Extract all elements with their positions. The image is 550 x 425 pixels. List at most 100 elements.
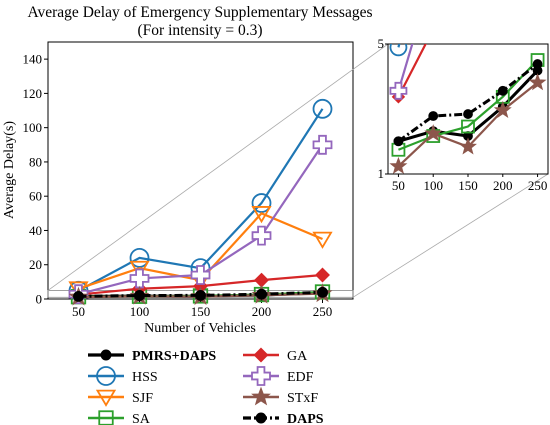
inset-data-point-daps xyxy=(497,85,508,96)
legend-label-ga: GA xyxy=(287,349,308,364)
inset-x-tick-label: 50 xyxy=(392,178,405,193)
legend-label-daps: DAPS xyxy=(287,412,324,425)
inset-y-tick-label: 1 xyxy=(378,166,385,181)
inset-series-line-sa xyxy=(398,59,539,151)
inset-data-point-sa xyxy=(461,119,475,134)
legend-marker-daps xyxy=(255,412,267,424)
inset-y-tick-label: 5 xyxy=(378,36,385,51)
y-tick-label: 40 xyxy=(29,223,42,238)
inset-series-hss xyxy=(389,44,408,57)
legend-label-pmrs-daps: PMRS+DAPS xyxy=(132,349,216,364)
y-tick-label: 60 xyxy=(29,189,42,204)
legend-label-hss: HSS xyxy=(132,370,158,385)
inset-data-point-sjf xyxy=(391,24,406,37)
inset-data-point-ga xyxy=(427,23,439,35)
data-point-hss xyxy=(129,247,150,268)
inset-data-point-daps xyxy=(463,109,473,119)
x-tick-label: 50 xyxy=(72,304,85,319)
legend-entry-stxf: STxF xyxy=(243,386,318,406)
data-point-daps xyxy=(317,286,328,298)
y-axis-label: Average Delay(s) xyxy=(2,121,17,219)
x-tick-label: 200 xyxy=(252,304,272,319)
inset-data-point-stxf xyxy=(459,137,477,155)
inset-series-edf xyxy=(389,44,414,100)
zoom-connector-bottom xyxy=(352,173,549,298)
inset-series-sjf xyxy=(391,0,545,36)
data-point-hss xyxy=(251,193,272,213)
inset-x-tick-label: 200 xyxy=(493,178,513,193)
series-edf xyxy=(68,134,333,305)
inset-data-point-daps xyxy=(428,111,439,121)
x-tick-label: 100 xyxy=(130,304,150,319)
legend-entry-sjf: SJF xyxy=(88,389,153,407)
legend-entry-pmrs-daps: PMRS+DAPS xyxy=(88,349,216,364)
inset-series-daps xyxy=(393,59,543,147)
y-tick-label: 80 xyxy=(29,154,42,169)
data-point-daps xyxy=(195,289,206,301)
data-point-daps xyxy=(256,288,267,300)
y-tick-label: 100 xyxy=(23,120,43,135)
inset-plot: 50 100 150 200 250 1 5 xyxy=(47,0,549,298)
data-point-hss xyxy=(312,98,333,119)
data-point-sjf xyxy=(251,206,272,224)
data-point-edf xyxy=(129,268,150,289)
legend-entry-ga: GA xyxy=(243,347,308,364)
inset-series-line-daps xyxy=(397,62,539,143)
inset-series-group xyxy=(389,0,547,174)
chart-title: Average Delay of Emergency Supplementary… xyxy=(27,4,372,21)
legend-label-sjf: SJF xyxy=(132,391,153,406)
legend-marker-sjf xyxy=(95,389,117,407)
main-plot-frame xyxy=(47,41,354,300)
legend-label-edf: EDF xyxy=(287,370,314,385)
inset-data-point-edf xyxy=(389,81,408,100)
inset-x-tick-label: 250 xyxy=(528,178,548,193)
data-point-sjf xyxy=(312,231,333,249)
zoom-connector-top xyxy=(47,43,389,291)
inset-data-point-hss xyxy=(389,44,408,57)
data-point-edf xyxy=(251,225,272,246)
x-tick-label: 250 xyxy=(313,304,333,319)
legend-label-stxf: STxF xyxy=(287,391,318,406)
y-tick-label: 120 xyxy=(23,86,43,101)
legend-entry-daps: DAPS xyxy=(243,412,324,425)
chart-subtitle: (For intensity = 0.3) xyxy=(138,22,263,39)
legend-entry-hss: HSS xyxy=(88,366,158,386)
legend-entry-sa: SA xyxy=(88,410,151,425)
inset-series-line-hss xyxy=(397,44,401,48)
inset-data-point-stxf xyxy=(389,156,408,174)
legend-marker-ga xyxy=(253,347,269,363)
legend-label-sa: SA xyxy=(132,412,151,425)
series-line-daps xyxy=(78,290,323,298)
inset-x-tick-label: 150 xyxy=(458,178,478,193)
inset-data-point-stxf xyxy=(528,73,547,91)
y-tick-label: 0 xyxy=(36,292,43,307)
legend-marker-stxf xyxy=(251,386,271,406)
inset-series-stxf xyxy=(389,73,547,174)
legend-entry-edf: EDF xyxy=(243,366,314,386)
legend-marker-edf xyxy=(251,366,271,386)
series-daps xyxy=(73,286,328,302)
data-point-ga xyxy=(315,267,330,283)
data-point-daps xyxy=(134,290,145,301)
x-tick-label: 150 xyxy=(191,304,211,319)
data-point-daps xyxy=(73,290,84,302)
inset-data-point-stxf xyxy=(424,124,443,142)
x-axis-label: Number of Vehicles xyxy=(144,321,256,336)
legend: PMRS+DAPS HSS SJF SA GA EDF STxF DAPS xyxy=(88,347,324,425)
inset-data-point-stxf xyxy=(493,100,512,118)
data-point-edf xyxy=(312,134,333,155)
inset-data-point-ga xyxy=(462,5,474,17)
data-point-edf xyxy=(190,265,211,285)
inset-x-tick-label: 100 xyxy=(423,178,443,193)
inset-series-line-sjf xyxy=(398,0,537,29)
legend-marker-pmrs-daps xyxy=(100,349,112,361)
inset-data-point-daps xyxy=(532,59,543,69)
inset-data-point-daps xyxy=(393,136,404,147)
legend-marker-hss xyxy=(96,366,116,386)
inset-series-line-ga xyxy=(397,44,427,98)
y-tick-label: 140 xyxy=(23,52,43,67)
main-plot: 50 100 150 200 250 0 20 40 60 80 100 120 140 xyxy=(23,41,354,319)
y-tick-label: 20 xyxy=(29,257,42,272)
